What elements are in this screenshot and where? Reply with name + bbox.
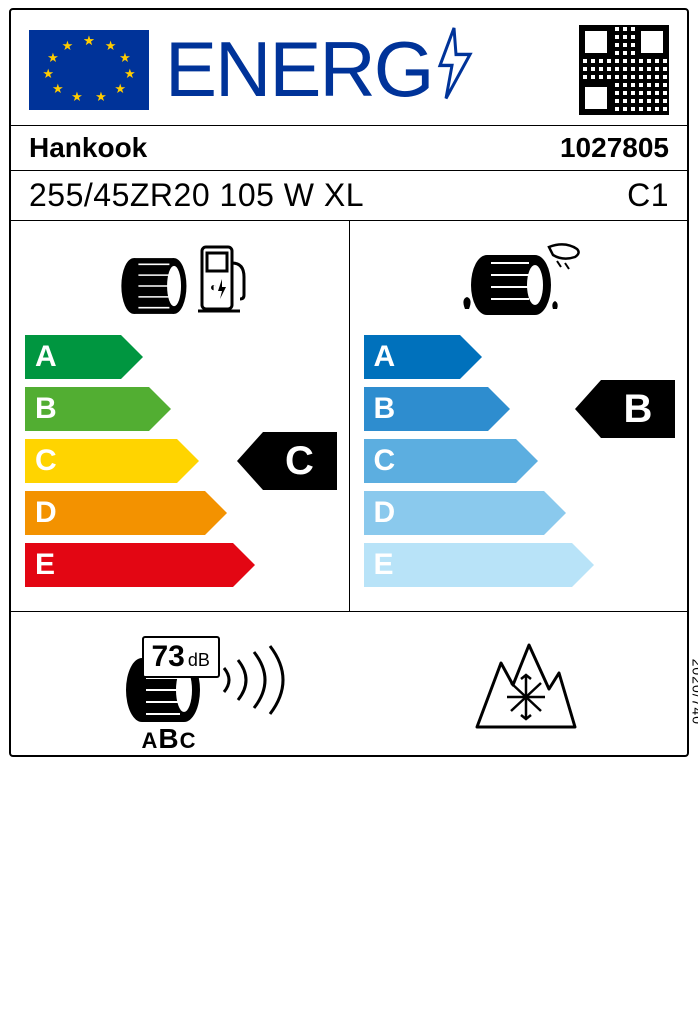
product-code: 1027805 bbox=[560, 132, 669, 164]
regulation-code: 2020/740 bbox=[689, 659, 698, 725]
rating-letter: A bbox=[374, 340, 396, 374]
rating-bar-a: A bbox=[25, 335, 121, 379]
eu-flag-icon: ★ ★ ★ ★ ★ ★ ★ ★ ★ ★ ★ ★ bbox=[29, 30, 149, 110]
energy-title: ENERG bbox=[165, 24, 563, 115]
rating-letter: A bbox=[35, 340, 57, 374]
rating-letter: D bbox=[374, 496, 396, 530]
spec-row: 255/45ZR20 105 W XL C1 bbox=[11, 170, 687, 220]
rating-bar-row: E bbox=[25, 543, 343, 587]
fuel-tyre-icon: ◐ bbox=[25, 239, 343, 317]
rating-bar-e: E bbox=[364, 543, 572, 587]
rating-bar-e: E bbox=[25, 543, 233, 587]
svg-text:◐: ◐ bbox=[210, 280, 217, 294]
rating-letter: E bbox=[374, 548, 394, 582]
rating-letter: B bbox=[35, 392, 57, 426]
rating-bar-b: B bbox=[25, 387, 149, 431]
noise-value: 73 bbox=[152, 640, 185, 674]
rating-charts: ◐ ABCCDE bbox=[11, 220, 687, 611]
snow-mountain-icon bbox=[471, 635, 581, 735]
qr-code-icon bbox=[579, 25, 669, 115]
sound-waves-icon bbox=[214, 640, 294, 729]
noise-unit: dB bbox=[188, 650, 210, 671]
rating-bar-a: A bbox=[364, 335, 460, 379]
rating-bar-row: A bbox=[364, 335, 682, 379]
rating-bar-row: CC bbox=[25, 439, 343, 483]
fuel-bars: ABCCDE bbox=[25, 335, 343, 587]
tyre-class: C1 bbox=[627, 177, 669, 214]
noise-class-letters: ABC bbox=[142, 723, 197, 755]
rating-marker: B bbox=[601, 380, 675, 438]
noise-rating: 73 dB ABC bbox=[118, 632, 294, 737]
eu-tyre-label: ★ ★ ★ ★ ★ ★ ★ ★ ★ ★ ★ ★ ENERG Hankook 10… bbox=[9, 8, 689, 757]
wet-bars: ABBCDE bbox=[364, 335, 682, 587]
header: ★ ★ ★ ★ ★ ★ ★ ★ ★ ★ ★ ★ ENERG bbox=[11, 10, 687, 125]
rating-bar-row: E bbox=[364, 543, 682, 587]
fuel-efficiency-chart: ◐ ABCCDE bbox=[11, 221, 349, 611]
rating-bar-row: A bbox=[25, 335, 343, 379]
rating-bar-c: C bbox=[364, 439, 516, 483]
rating-bar-c: C bbox=[25, 439, 177, 483]
rating-bar-row: D bbox=[25, 491, 343, 535]
rating-letter: B bbox=[374, 392, 396, 426]
wet-tyre-icon bbox=[364, 239, 682, 317]
rating-bar-d: D bbox=[364, 491, 544, 535]
rating-bar-b: B bbox=[364, 387, 488, 431]
wet-grip-chart: ABBCDE bbox=[349, 221, 688, 611]
bottom-row: 73 dB ABC bbox=[11, 611, 687, 755]
rating-bar-row: BB bbox=[364, 387, 682, 431]
brand-name: Hankook bbox=[29, 132, 147, 164]
rating-letter: C bbox=[374, 444, 396, 478]
rating-marker: C bbox=[263, 432, 337, 490]
rating-bar-row: B bbox=[25, 387, 343, 431]
rating-letter: D bbox=[35, 496, 57, 530]
bolt-icon bbox=[434, 21, 476, 121]
rating-bar-row: D bbox=[364, 491, 682, 535]
rating-bar-row: C bbox=[364, 439, 682, 483]
rating-bar-d: D bbox=[25, 491, 205, 535]
tyre-spec: 255/45ZR20 105 W XL bbox=[29, 177, 364, 214]
noise-value-box: 73 dB bbox=[142, 636, 220, 678]
fuel-pump-icon: ◐ bbox=[196, 239, 250, 317]
brand-row: Hankook 1027805 bbox=[11, 125, 687, 170]
rating-letter: E bbox=[35, 548, 55, 582]
rating-letter: C bbox=[35, 444, 57, 478]
